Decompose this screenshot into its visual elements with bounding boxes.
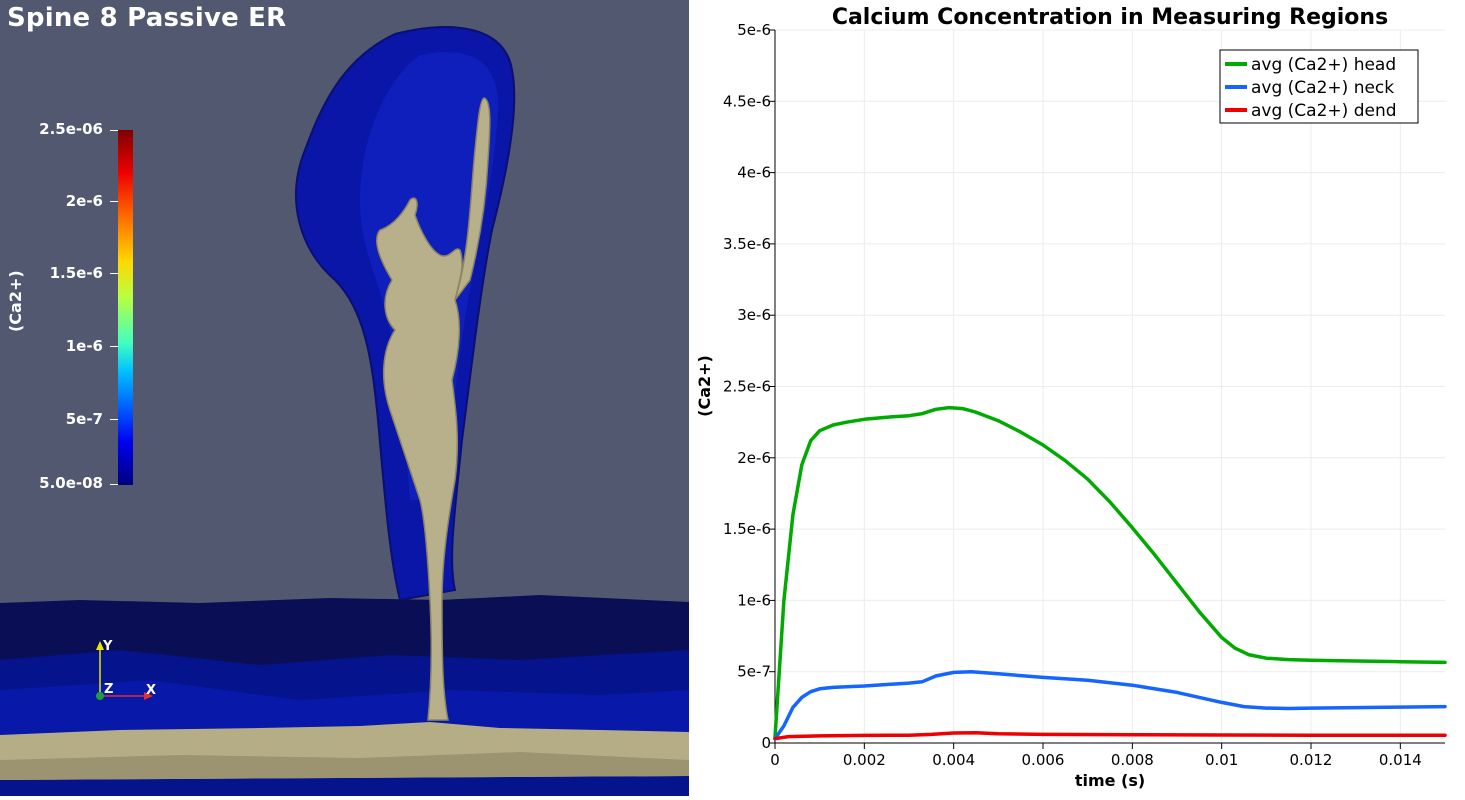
spine-er-tendril	[454, 97, 491, 301]
legend-label: avg (Ca2+) dend	[1251, 101, 1397, 121]
y-tick-label: 5e-7	[737, 663, 771, 681]
colorbar-label: 5.0e-08	[39, 474, 103, 492]
axis-z-label: Z	[104, 682, 114, 697]
series-line-2	[773, 669, 1447, 741]
colorbar-label: 5e-7	[65, 410, 103, 428]
y-tick-label: 5e-6	[737, 21, 771, 39]
render-viewport[interactable]: Spine 8 Passive ER 2.5e-06 2e-6 1.5e-6 1…	[0, 0, 689, 796]
x-tick-label: 0.01	[1205, 751, 1238, 769]
y-tick-label: 2e-6	[737, 449, 771, 467]
legend-label: avg (Ca2+) head	[1251, 55, 1396, 75]
chart-series	[773, 405, 1447, 741]
colorbar-tick	[110, 201, 118, 202]
chart-title: Calcium Concentration in Measuring Regio…	[832, 5, 1388, 30]
colorbar-tick	[110, 419, 118, 420]
x-axis-label: time (s)	[1075, 771, 1145, 790]
x-tick-label: 0.012	[1290, 751, 1333, 769]
legend-label: avg (Ca2+) neck	[1251, 78, 1394, 98]
y-tick-label: 1e-6	[737, 591, 771, 609]
colorbar-label: 2.5e-06	[39, 120, 103, 138]
legend-box	[1219, 49, 1419, 124]
colorbar-tick	[110, 273, 118, 274]
y-tick-label: 4.5e-6	[723, 92, 771, 110]
y-tick-label: 3e-6	[737, 306, 771, 324]
spine-er	[376, 197, 463, 721]
viewport-title: Spine 8 Passive ER	[7, 3, 287, 33]
colorbar-label: 1e-6	[65, 337, 103, 355]
orientation-axes-icon	[96, 641, 153, 700]
series-line-3	[773, 730, 1447, 741]
x-tick-label: 0.008	[1111, 751, 1154, 769]
spine-render	[0, 26, 689, 796]
y-tick-label: 3.5e-6	[723, 235, 771, 253]
x-tick-label: 0.002	[843, 751, 886, 769]
axis-x-label: X	[146, 683, 157, 698]
colorbar-label: 2e-6	[65, 192, 103, 210]
axis-y-label: Y	[103, 639, 113, 654]
chart-panel[interactable]: 0 5e-7 1e-6 1.5e-6 2e-6 2.5e-6 3e-6 3.5e-6 4e-6 4…	[689, 0, 1465, 796]
x-tick-label: 0.014	[1379, 751, 1422, 769]
colorbar-tick	[110, 130, 118, 131]
dendrite-er-shade	[0, 752, 689, 780]
colorbar-label: 1.5e-6	[49, 264, 103, 282]
x-tick-label: 0	[770, 751, 780, 769]
y-tick-label: 1.5e-6	[723, 520, 771, 538]
colorbar-tick	[110, 346, 118, 347]
colorbar-tick	[110, 484, 118, 485]
colorbar	[118, 130, 133, 485]
chart-ticks: 0 5e-7 1e-6 1.5e-6 2e-6 2.5e-6 3e-6 3.5e-6 4e-6 4…	[723, 21, 1422, 769]
colorbar-title: (Ca2+)	[6, 270, 25, 332]
y-tick-label: 4e-6	[737, 164, 771, 182]
series-line-1	[773, 405, 1447, 740]
y-tick-label: 2.5e-6	[723, 378, 771, 396]
y-axis-label: (Ca2+)	[695, 355, 714, 417]
dendrite-shade	[0, 680, 689, 740]
x-tick-label: 0.004	[932, 751, 975, 769]
y-tick-label: 0	[761, 734, 771, 752]
line-chart: 0 5e-7 1e-6 1.5e-6 2e-6 2.5e-6 3e-6 3.5e-6 4e-6 4…	[695, 5, 1447, 790]
chart-legend: avg (Ca2+) head avg (Ca2+) neck avg (Ca2+)…	[1219, 49, 1419, 124]
x-tick-label: 0.006	[1022, 751, 1065, 769]
chart-grid	[774, 29, 1445, 744]
